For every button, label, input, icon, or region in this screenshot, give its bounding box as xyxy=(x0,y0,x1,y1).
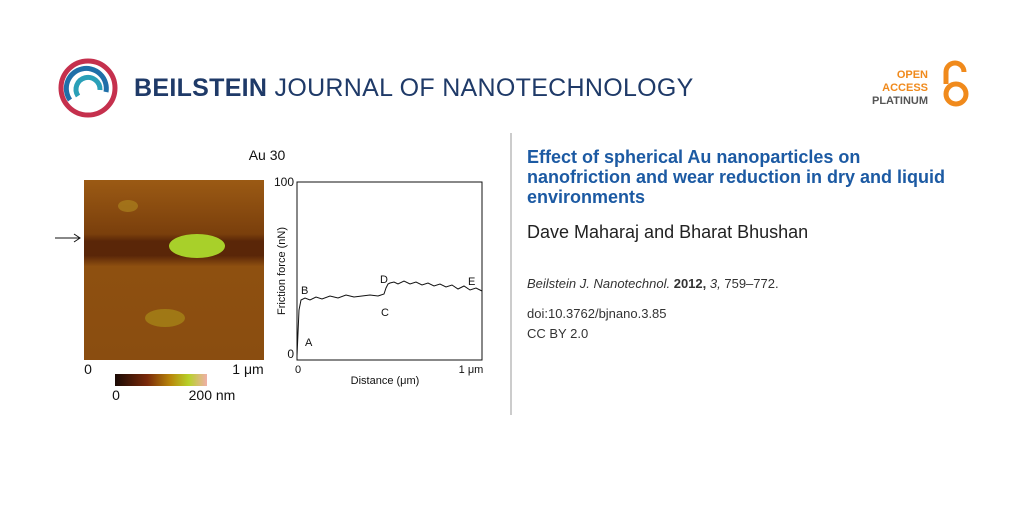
open-access-icon xyxy=(943,60,969,107)
y-bottom: 0 xyxy=(287,347,294,361)
afm-image xyxy=(84,180,264,360)
doi: doi:10.3762/bjnano.3.85 xyxy=(527,306,667,321)
point-label: E xyxy=(468,276,475,288)
badge-open: OPEN xyxy=(896,69,928,81)
citation-pages: 759–772. xyxy=(724,276,779,291)
color-bar xyxy=(115,374,207,386)
y-label: Friction force (nN) xyxy=(276,227,288,315)
authors: Dave Maharaj and Bharat Bhushan xyxy=(527,222,809,242)
license: CC BY 2.0 xyxy=(527,326,589,341)
citation-year: 2012, xyxy=(673,276,707,291)
badge-platinum: PLATINUM xyxy=(871,95,928,107)
image-x-start: 0 xyxy=(84,361,92,377)
article-title: Effect of spherical Au nanoparticles on … xyxy=(527,147,946,207)
scale-min: 0 xyxy=(112,387,120,403)
figure-title: Au 30 xyxy=(249,147,286,163)
journal-rest: JOURNAL OF NANOTECHNOLOGY xyxy=(274,74,694,102)
friction-trace xyxy=(296,280,483,357)
logo xyxy=(58,58,118,118)
plot-frame xyxy=(296,181,483,361)
point-label: C xyxy=(381,307,389,319)
scale-max: 200 nm xyxy=(189,387,236,403)
journal-bold: BEILSTEIN xyxy=(134,74,268,102)
particle xyxy=(145,309,185,327)
particle xyxy=(169,234,225,258)
point-label: B xyxy=(301,285,308,297)
badge-access: ACCESS xyxy=(882,82,928,94)
x-label: Distance (μm) xyxy=(351,375,420,387)
y-top: 100 xyxy=(274,175,294,189)
particle xyxy=(118,200,138,212)
image-x-end: 1 μm xyxy=(232,361,263,377)
point-label: D xyxy=(380,274,388,286)
arrow xyxy=(55,233,81,243)
point-label: A xyxy=(305,337,313,349)
x-start: 0 xyxy=(295,364,301,376)
citation-journal: Beilstein J. Nanotechnol. xyxy=(527,276,671,291)
journal-name: BEILSTEIN JOURNAL OF NANOTECHNOLOGY xyxy=(134,74,694,103)
x-end: 1 μm xyxy=(459,364,484,376)
citation: Beilstein J. Nanotechnol. 2012, 3, 759–7… xyxy=(527,276,779,291)
citation-volume: 3, xyxy=(709,276,721,291)
